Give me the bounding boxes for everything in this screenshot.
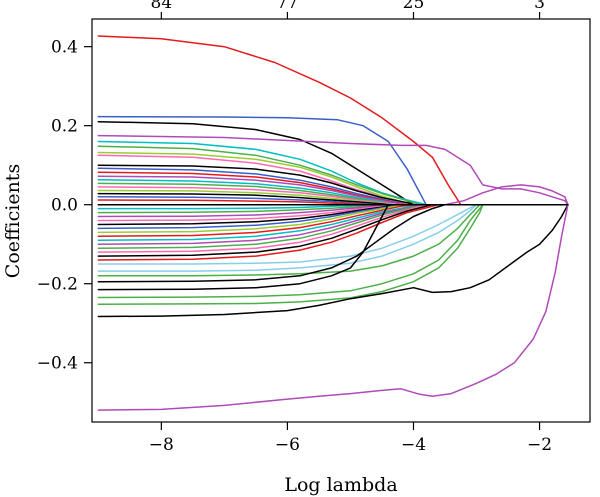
- coefficient-path-33: [97, 203, 569, 257]
- top-tick-label: 84: [151, 0, 173, 13]
- top-tick-label: 77: [277, 0, 299, 13]
- coefficient-path-2: [97, 115, 569, 206]
- coefficient-path-34: [97, 203, 569, 261]
- coefficient-path-30: [97, 203, 569, 245]
- y-axis-title: Coefficients: [2, 164, 24, 278]
- plot-frame: [91, 18, 591, 423]
- coefficient-path-6: [97, 140, 569, 206]
- y-tick-label: −0.2: [37, 275, 78, 295]
- coefficient-path-36: [97, 203, 569, 272]
- series-lines: [97, 35, 569, 411]
- coefficient-path-26: [97, 203, 569, 230]
- coefficient-path-41: [97, 203, 569, 306]
- top-tick-label: 3: [534, 0, 545, 13]
- coefficient-path-7: [97, 145, 569, 206]
- coefficient-path-1: [97, 35, 569, 206]
- coefficient-path-39: [97, 203, 569, 291]
- x-tick-label: −2: [527, 435, 552, 455]
- coefficient-path-42: [97, 203, 569, 318]
- coefficient-path-3: [97, 120, 569, 206]
- coefficient-path-43: [97, 203, 569, 411]
- coefficient-path-4: [97, 134, 569, 206]
- y-tick-label: −0.4: [37, 354, 78, 374]
- x-tick-label: −4: [401, 435, 426, 455]
- x-tick-label: −8: [149, 435, 174, 455]
- coefficient-path-28: [97, 203, 569, 238]
- coefficient-path-38: [97, 203, 569, 283]
- x-tick-label: −6: [275, 435, 300, 455]
- y-tick-label: 0.4: [51, 38, 78, 58]
- y-tick-label: 0.2: [51, 117, 78, 137]
- x-axis-title: Log lambda: [284, 474, 397, 496]
- coefficient-path-37: [97, 203, 569, 277]
- coefficient-path-35: [97, 203, 569, 265]
- axis-ticks: −8 −6 −4 −2 84 77 25 3 0.4 0.2 0.0 −0.2 −0.4: [37, 0, 552, 455]
- coefficient-path-32: [97, 203, 569, 253]
- y-tick-label: 0.0: [51, 196, 78, 216]
- top-tick-label: 25: [403, 0, 425, 13]
- coefficient-path-10: [97, 164, 569, 206]
- coefficient-path-25: [97, 203, 569, 226]
- coefficient-path-40: [97, 203, 569, 299]
